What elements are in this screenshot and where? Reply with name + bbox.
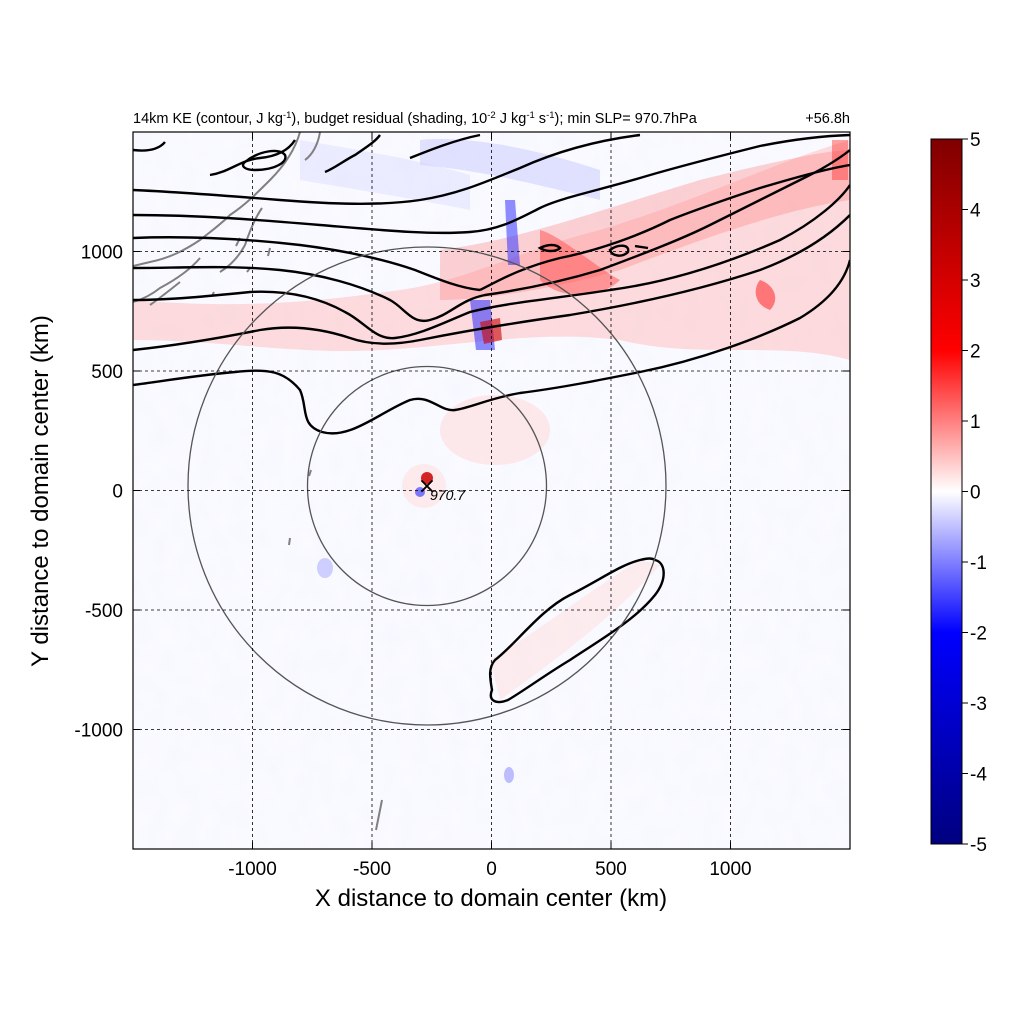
colorbar-tick-label: 2 [970,342,981,363]
y-tick-label: 1000 [81,243,123,264]
colorbar-tick-label: 0 [970,483,981,504]
y-tick-label: 500 [91,362,123,383]
y-tick-label: -1000 [74,721,123,742]
x-axis-title: X distance to domain center (km) [315,885,667,912]
colorbar [930,138,963,845]
x-axis-ticks: -1000 -500 0 500 1000 [228,132,752,880]
colorbar-tick-label: -2 [970,624,987,645]
x-tick-label: -500 [353,859,391,880]
storm-center-marker: × [418,474,436,499]
storm-center-label: 970.7 [430,487,466,503]
colorbar-tick-label: 1 [970,412,981,433]
ke-contours [133,133,850,704]
radius-circle-1000km [187,246,667,726]
x-tick-label: 500 [595,859,627,880]
plot-title: 14km KE (contour, J kg-1), budget residu… [133,110,698,128]
forecast-hour-label: +56.8h [805,111,850,127]
y-axis-title: Y distance to domain center (km) [27,315,54,667]
x-tick-label: -1000 [228,859,277,880]
colorbar-tick-label: -3 [970,694,987,715]
y-axis-ticks: -1000 -500 0 500 1000 [74,243,850,742]
colorbar-tick-label: 5 [970,130,981,151]
y-tick-label: -500 [85,601,123,622]
colorbar-tick-label: -4 [970,765,987,786]
colorbar-tick-label: 4 [970,201,981,222]
colorbar-tick-label: -1 [970,553,987,574]
x-tick-label: 1000 [709,859,751,880]
x-tick-label: 0 [486,859,497,880]
y-tick-label: 0 [112,482,123,503]
radius-circles [187,246,667,726]
colorbar-ticks: 5 4 3 2 1 0 -1 -2 -3 -4 -5 [962,130,987,856]
residual-shading [133,132,850,849]
radius-circle-500km [306,365,548,607]
colorbar-tick-label: -5 [970,835,987,856]
colorbar-tick-label: 3 [970,271,981,292]
